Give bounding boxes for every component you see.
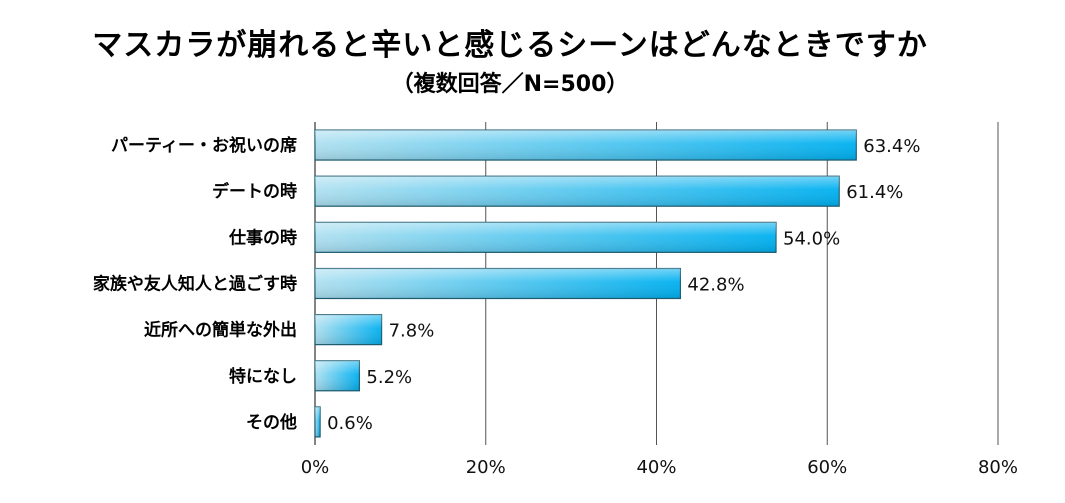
category-label: デートの時: [212, 181, 297, 202]
x-tick-label: 80%: [978, 457, 1018, 478]
category-label: 近所への簡単な外出: [144, 320, 297, 341]
category-label: 仕事の時: [228, 227, 297, 248]
value-label: 7.8%: [389, 321, 435, 342]
value-label: 54.0%: [783, 228, 840, 249]
bar-highlight: [315, 222, 777, 253]
bar-highlight: [315, 176, 840, 207]
bar-highlight: [315, 360, 360, 391]
bar-highlight: [315, 268, 681, 299]
category-label: 家族や友人知人と過ごす時: [93, 274, 297, 295]
value-label: 63.4%: [863, 136, 920, 157]
value-label: 42.8%: [687, 275, 744, 296]
x-tick-label: 40%: [636, 457, 676, 478]
bars: [314, 129, 857, 438]
bar-highlight: [315, 314, 382, 345]
x-tick-label: 60%: [807, 457, 847, 478]
bar-highlight: [315, 130, 857, 161]
chart-subtitle: （複数回答／N=500）: [391, 72, 629, 97]
value-label: 5.2%: [366, 367, 412, 388]
category-label: 特になし: [229, 366, 297, 387]
labels: 0% 20% 40% 60% 80% パーティー・お祝いの席 63.4% デートの時 61.4%…: [93, 135, 1018, 478]
x-tick-label: 20%: [466, 457, 506, 478]
category-label: パーティー・お祝いの席: [111, 135, 297, 156]
x-tick-label: 0%: [301, 457, 330, 478]
category-label: その他: [246, 412, 297, 433]
value-label: 61.4%: [846, 182, 903, 203]
chart-title: マスカラが崩れると辛いと感じるシーンはどんなときですか: [92, 28, 928, 63]
value-label: 0.6%: [327, 413, 373, 434]
bar-highlight: [315, 406, 321, 437]
